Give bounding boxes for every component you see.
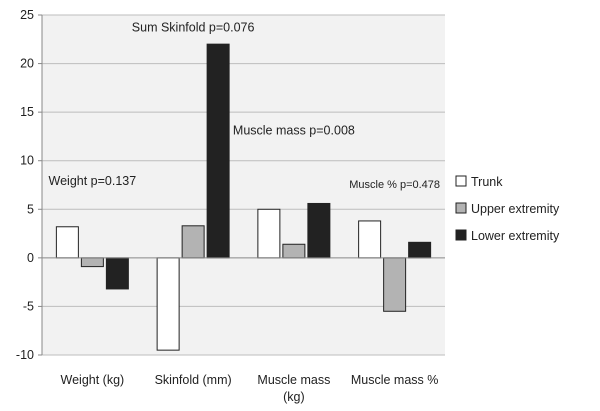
legend-label: Trunk [471,175,503,189]
y-tick-label: 15 [20,105,34,119]
legend-swatch [455,175,467,187]
y-tick-label: 0 [27,251,34,265]
legend-swatch [455,229,467,241]
x-category-label: Muscle mass % [351,373,439,387]
y-tick-label: 5 [27,202,34,216]
bar-trunk [156,257,180,351]
bar-lower-extremity [307,202,331,259]
y-tick-label: -10 [16,348,34,362]
annotation-label: Weight p=0.137 [49,174,137,188]
bar-lower-extremity [105,257,129,290]
bar-lower-extremity [408,241,432,259]
bar-lower-extremity [206,43,230,259]
bar-upper-extremity [282,243,306,259]
x-category-label: Skinfold (mm) [155,373,232,387]
legend-label: Upper extremity [471,202,560,216]
annotation-label: Muscle mass p=0.008 [233,123,355,137]
y-tick-label: 10 [20,154,34,168]
bar-trunk [55,226,79,259]
legend-label: Lower extremity [471,229,560,243]
x-category-label: Muscle mass [257,373,330,387]
bar-trunk [257,208,281,259]
bar-trunk [358,220,382,259]
legend-swatch [455,202,467,214]
y-tick-label: -5 [23,299,34,313]
y-tick-label: 20 [20,57,34,71]
bar-upper-extremity [383,257,407,312]
annotation-label: Sum Skinfold p=0.076 [132,21,255,35]
bar-upper-extremity [181,225,205,259]
y-tick-label: 25 [20,8,34,22]
plot-area [42,15,445,355]
bar-upper-extremity [80,257,104,268]
x-category-label: Weight (kg) [61,373,125,387]
x-category-label: (kg) [283,390,305,404]
annotation-label: Muscle % p=0.478 [349,179,440,191]
